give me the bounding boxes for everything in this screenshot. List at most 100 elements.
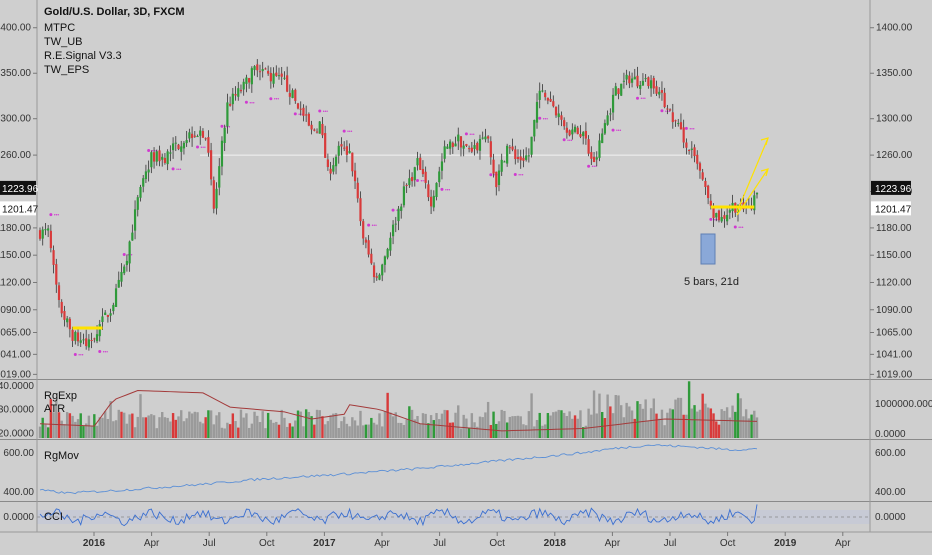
signal-marker bbox=[98, 350, 102, 354]
candle-body bbox=[237, 88, 240, 97]
volume-bar bbox=[258, 422, 262, 438]
indicator-label-1: TW_UB bbox=[44, 36, 83, 48]
signal-marker-dots: ••• bbox=[469, 132, 475, 138]
volume-bar bbox=[473, 422, 476, 438]
volume-bar bbox=[524, 425, 528, 438]
signal-marker bbox=[220, 124, 224, 128]
volume-bar bbox=[484, 412, 487, 438]
volume-bar bbox=[590, 414, 593, 438]
candle-body bbox=[419, 157, 422, 170]
candle-body bbox=[158, 150, 161, 162]
volume-bar bbox=[731, 405, 734, 438]
candle-body bbox=[560, 115, 563, 120]
volume-bar bbox=[647, 420, 650, 438]
candle-body bbox=[544, 92, 547, 98]
volume-bar bbox=[516, 415, 520, 438]
candle-body bbox=[685, 142, 688, 148]
price-tick-label-right: 1180.00 bbox=[876, 223, 912, 234]
left-price-tag: 1223.96 bbox=[2, 184, 39, 195]
candle-body bbox=[372, 265, 376, 278]
candle-body bbox=[647, 77, 650, 87]
candle-body bbox=[427, 184, 430, 198]
volume-bar bbox=[302, 426, 305, 438]
signal-marker bbox=[269, 97, 273, 101]
price-tick-label-right: 1350.00 bbox=[876, 68, 913, 79]
volume-bar bbox=[391, 416, 395, 438]
candle-body bbox=[649, 80, 653, 89]
candle-body bbox=[446, 146, 449, 149]
candle-body bbox=[193, 135, 196, 137]
candle-body bbox=[68, 318, 71, 330]
candle-body bbox=[44, 229, 47, 231]
volume-bar bbox=[226, 422, 229, 438]
signal-marker bbox=[73, 353, 77, 357]
candle-body bbox=[503, 161, 506, 163]
volume-bar bbox=[38, 426, 42, 438]
candle-body bbox=[416, 158, 419, 166]
candle-body bbox=[389, 237, 392, 251]
signal-marker bbox=[562, 138, 566, 142]
atr-label: ATR bbox=[44, 403, 65, 415]
candle-body bbox=[576, 127, 579, 135]
candle-body bbox=[557, 113, 560, 118]
price-tick-label-left: 1350.00 bbox=[0, 68, 31, 79]
candle-body bbox=[707, 185, 710, 199]
candle-body bbox=[104, 312, 107, 315]
signal-marker bbox=[709, 217, 713, 221]
candle-body bbox=[123, 266, 126, 274]
candle-body bbox=[595, 157, 598, 160]
candle-body bbox=[508, 147, 511, 149]
volume-bar bbox=[630, 410, 634, 438]
candle-body bbox=[288, 92, 291, 97]
volume-bar bbox=[155, 428, 158, 438]
candle-body bbox=[307, 113, 310, 126]
candle-body bbox=[218, 166, 221, 188]
candle-body bbox=[552, 101, 555, 107]
candle-body bbox=[470, 147, 473, 152]
price-tick-label-left: 1041.00 bbox=[0, 349, 31, 360]
candle-body bbox=[106, 314, 109, 317]
signal-marker-dots: ••• bbox=[518, 172, 524, 178]
volume-bar bbox=[383, 411, 387, 438]
volume-bar bbox=[337, 427, 340, 438]
signal-marker bbox=[660, 109, 664, 113]
candle-body bbox=[245, 77, 248, 84]
volume-bar bbox=[364, 424, 368, 438]
candle-body bbox=[201, 130, 205, 138]
candle-body bbox=[375, 276, 378, 278]
candle-body bbox=[421, 168, 425, 175]
candle-body bbox=[622, 80, 626, 82]
candle-body bbox=[267, 70, 270, 74]
candle-body bbox=[302, 107, 305, 116]
candle-body bbox=[582, 132, 585, 137]
signal-marker-dots: ••• bbox=[176, 167, 182, 173]
candle-body bbox=[753, 195, 756, 211]
candle-body bbox=[367, 240, 370, 255]
candle-body bbox=[726, 214, 729, 222]
candle-body bbox=[701, 172, 704, 180]
volume-bar bbox=[212, 424, 216, 438]
volume-bar bbox=[223, 428, 226, 438]
candle-body bbox=[275, 72, 278, 76]
rgexp-label: RgExp bbox=[44, 390, 77, 402]
volume-bar bbox=[288, 423, 292, 438]
signal-marker bbox=[122, 253, 126, 257]
signal-marker-dots: ••• bbox=[421, 178, 427, 184]
candle-body bbox=[614, 86, 617, 96]
volume-bar bbox=[161, 412, 164, 438]
candle-body bbox=[253, 66, 256, 70]
volume-bar bbox=[386, 392, 389, 438]
time-tick-label: 2019 bbox=[774, 538, 797, 549]
candle-body bbox=[364, 239, 368, 243]
signal-marker bbox=[342, 129, 346, 133]
candle-body bbox=[563, 120, 566, 127]
volume-bar bbox=[220, 427, 224, 438]
candle-body bbox=[639, 85, 642, 89]
candle-body bbox=[489, 141, 492, 158]
signal-marker bbox=[464, 132, 468, 136]
candle-body bbox=[549, 98, 552, 102]
volume-bar bbox=[734, 411, 737, 438]
volume-bar bbox=[421, 413, 425, 438]
volume-bar bbox=[294, 420, 297, 438]
volume-bar bbox=[340, 421, 343, 438]
